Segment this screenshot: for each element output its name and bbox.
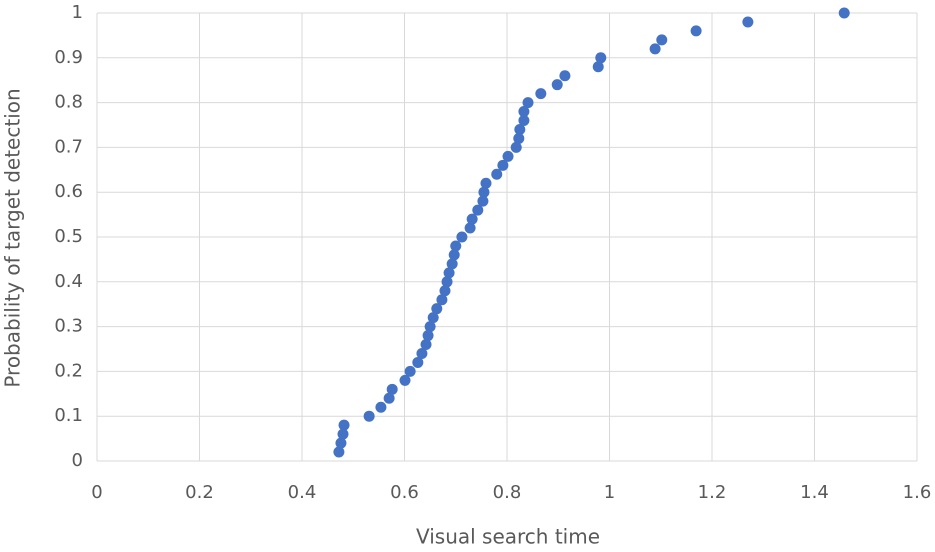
point: [386, 383, 398, 395]
point: [456, 231, 468, 243]
point: [513, 132, 525, 144]
x-tick-label: 0.8: [493, 482, 522, 503]
point: [335, 437, 347, 449]
point: [472, 204, 484, 216]
point: [491, 168, 503, 180]
point: [649, 43, 661, 55]
point: [535, 88, 547, 100]
y-tick-label: 0.5: [54, 226, 83, 247]
point: [690, 25, 702, 37]
point: [427, 312, 439, 324]
point: [399, 374, 411, 386]
x-tick-label: 0.4: [288, 482, 317, 503]
point: [838, 7, 850, 19]
point: [518, 115, 530, 127]
point: [422, 330, 434, 342]
point: [514, 123, 526, 135]
point: [656, 34, 668, 46]
y-tick-label: 0.3: [54, 316, 83, 337]
point: [446, 258, 458, 270]
x-tick-label: 0: [91, 482, 102, 503]
y-tick-label: 0.7: [54, 136, 83, 157]
point: [443, 267, 455, 279]
x-tick-label: 1.6: [903, 482, 932, 503]
y-tick-label: 0.9: [54, 47, 83, 68]
y-axis-title: Probability of target detection: [1, 88, 25, 387]
point: [477, 195, 489, 207]
point: [424, 321, 436, 333]
y-tick-label: 0.4: [54, 271, 83, 292]
point: [559, 70, 571, 82]
point: [412, 356, 424, 368]
y-tick-label: 1: [72, 2, 83, 23]
point: [742, 16, 754, 28]
point: [448, 249, 460, 261]
point: [497, 159, 509, 171]
point: [464, 222, 476, 234]
point: [480, 177, 492, 189]
point: [518, 106, 530, 118]
point: [420, 339, 432, 351]
point: [478, 186, 490, 198]
x-tick-label: 0.6: [390, 482, 419, 503]
point: [551, 79, 563, 91]
y-tick-label: 0.6: [54, 181, 83, 202]
point: [333, 446, 345, 458]
point: [466, 213, 478, 225]
point: [431, 303, 443, 315]
point: [502, 150, 514, 162]
point: [337, 428, 349, 440]
x-tick-label: 0.2: [185, 482, 214, 503]
point: [510, 141, 522, 153]
y-tick-label: 0.2: [54, 360, 83, 381]
point: [416, 347, 428, 359]
x-axis-title: Visual search time: [416, 525, 600, 549]
point: [592, 61, 604, 73]
point: [375, 401, 387, 413]
point: [436, 294, 448, 306]
x-tick-label: 1: [604, 482, 615, 503]
y-tick-label: 0.8: [54, 92, 83, 113]
y-tick-label: 0.1: [54, 405, 83, 426]
point: [595, 52, 607, 64]
point: [441, 276, 453, 288]
point: [522, 97, 534, 109]
point: [363, 410, 375, 422]
point: [338, 419, 350, 431]
point: [439, 285, 451, 297]
y-tick-label: 0: [72, 450, 83, 471]
point: [404, 365, 416, 377]
point: [450, 240, 462, 252]
x-tick-label: 1.4: [800, 482, 829, 503]
point: [383, 392, 395, 404]
x-tick-label: 1.2: [698, 482, 727, 503]
